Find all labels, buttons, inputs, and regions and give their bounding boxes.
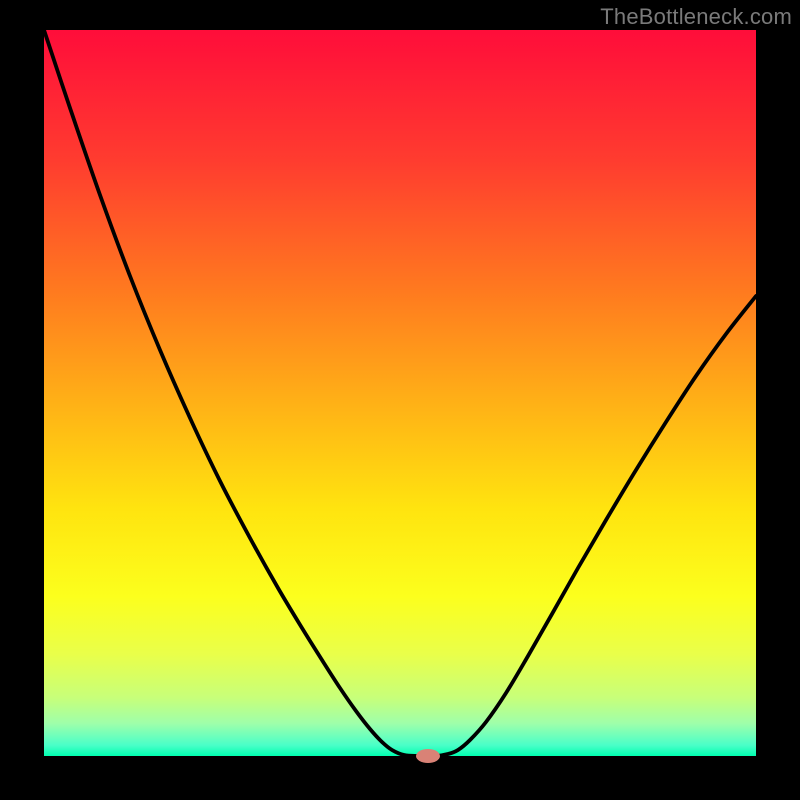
chart-svg — [0, 0, 800, 800]
bottleneck-chart: TheBottleneck.com — [0, 0, 800, 800]
plot-background — [44, 30, 756, 756]
watermark-text: TheBottleneck.com — [600, 4, 792, 30]
optimum-marker — [416, 749, 440, 763]
